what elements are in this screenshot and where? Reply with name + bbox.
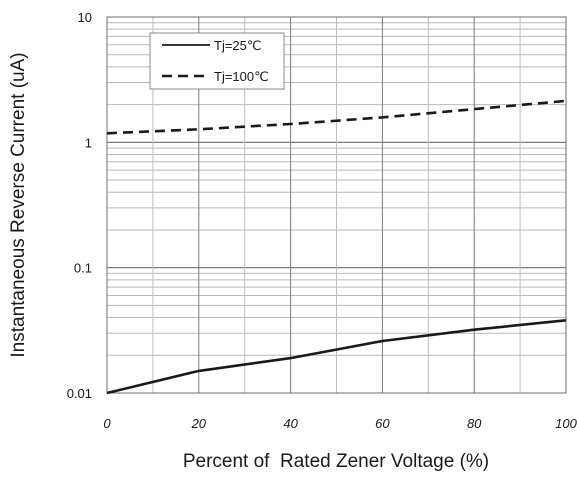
x-tick-label: 100 xyxy=(555,416,577,431)
legend-label-tj25: Tj=25℃ xyxy=(214,38,261,53)
series-line-tj25 xyxy=(106,319,567,395)
x-tick-label: 0 xyxy=(103,416,111,431)
y-tick-label: 10 xyxy=(78,10,92,25)
x-tick-label: 40 xyxy=(283,416,298,431)
x-tick-label: 20 xyxy=(191,416,207,431)
plot-frame xyxy=(106,16,567,394)
y-tick-label: 0.1 xyxy=(74,261,92,276)
legend-label-tj100: Tj=100℃ xyxy=(214,69,269,84)
x-tick-labels: 0 20 40 60 80 100 xyxy=(103,416,577,431)
y-tick-label: 0.01 xyxy=(67,386,92,401)
y-axis-title: Instantaneous Reverse Current (uA) xyxy=(8,52,29,357)
y-tick-labels: 0.01 0.1 1 10 xyxy=(67,10,92,401)
series-group xyxy=(106,99,567,395)
y-tick-label: 1 xyxy=(85,135,92,150)
series-line-tj100 xyxy=(106,99,567,135)
x-tick-label: 60 xyxy=(375,416,390,431)
x-tick-label: 80 xyxy=(467,416,482,431)
x-axis-title: Percent of Rated Zener Voltage (%) xyxy=(183,451,489,472)
legend-box xyxy=(149,32,285,90)
legend: Tj=25℃ Tj=100℃ xyxy=(149,32,285,90)
